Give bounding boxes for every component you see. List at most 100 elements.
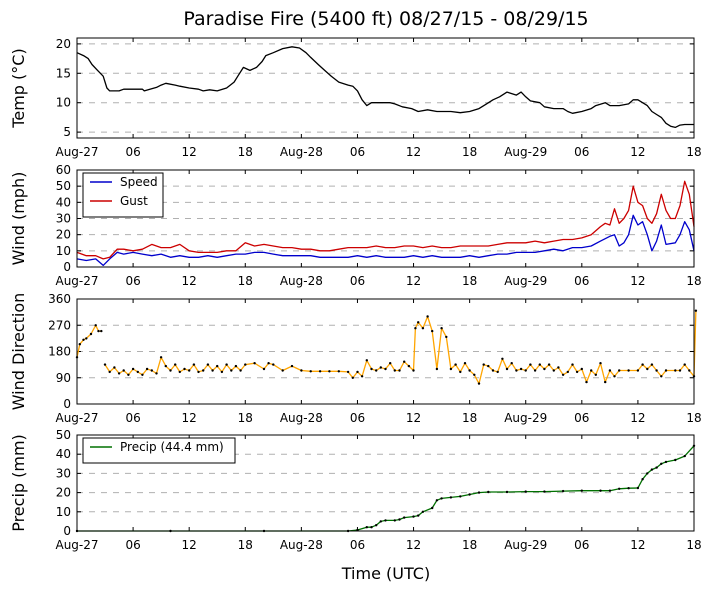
data-point [613,375,616,378]
data-point [650,468,654,471]
x-tick-label: 18 [462,145,477,159]
x-tick-label: 12 [182,145,197,159]
y-tick-label: 60 [56,163,71,177]
data-point [519,367,523,371]
data-point [463,362,467,365]
data-point [426,315,429,318]
x-tick-label: Aug-29 [504,145,547,159]
x-tick-label: 18 [686,411,701,425]
legend-label: Gust [120,194,148,208]
data-point [85,337,88,340]
x-tick-label: Aug-27 [55,274,98,288]
x-tick-label: 12 [182,538,197,552]
y-tick-label: 0 [63,397,71,411]
chart-title: Paradise Fire (5400 ft) 08/27/15 - 08/29… [183,8,588,30]
x-tick-label: 12 [630,274,645,288]
data-point [262,367,266,371]
data-point [660,375,663,378]
data-point [501,357,504,360]
data-point [113,366,116,369]
data-point [300,369,303,372]
data-point [459,495,462,498]
x-tick-label: 06 [350,411,365,425]
x-tick-label: 18 [238,538,253,552]
data-point [627,369,630,372]
data-point [417,514,420,517]
x-tick-label: Aug-29 [504,411,547,425]
data-point [351,376,354,379]
data-point [414,327,417,330]
data-point [407,364,411,368]
x-tick-label: 12 [630,145,645,159]
x-tick-label: 18 [686,274,701,288]
data-point [178,370,181,374]
x-tick-label: 12 [406,538,421,552]
data-point [164,364,167,368]
data-point [393,369,396,372]
panels: 5 10 15 20 Aug-27 06 12 18 Aug-28 06 12 18 Aug-29 06 1… [9,37,702,552]
data-point [487,490,490,494]
data-point [346,370,350,374]
axes-frame [76,434,695,532]
series-line-temp [76,46,694,129]
y-tick-label: 10 [56,244,71,258]
x-tick-label: 06 [125,411,140,425]
data-point [155,372,158,375]
data-point [435,499,439,502]
data-point [580,367,583,371]
x-tick-label: 18 [238,274,253,288]
data-point [122,369,125,372]
axes-frame [76,37,695,139]
x-tick-label: 06 [574,145,589,159]
data-point [561,373,565,376]
x-tick-label: 18 [462,411,477,425]
data-point [561,489,565,493]
data-point [89,332,93,336]
x-tick-label: Aug-29 [504,538,547,552]
data-point [100,329,103,333]
data-point [398,518,401,521]
data-point [646,472,649,475]
data-point [379,520,382,523]
data-point [445,335,448,339]
y-axis-label: Temp (°C) [9,48,28,128]
y-tick-label: 0 [63,260,71,274]
data-point [431,506,434,510]
data-point [510,362,513,365]
panel-wind: 0 10 20 30 40 50 60 Aug-27 06 12 18 Aug-28 06 12 18 Aug… [9,163,702,288]
x-tick-label: 12 [630,538,645,552]
y-tick-label: 20 [56,37,71,51]
y-tick-label: 15 [56,66,71,80]
y-tick-label: 20 [56,228,71,242]
series-line-gust [76,180,695,260]
data-point [318,370,322,373]
data-point [524,369,527,372]
data-point [491,369,495,372]
data-point [660,462,663,465]
x-tick-label: 12 [406,411,421,425]
data-point [136,370,139,374]
y-tick-label: 270 [48,318,71,332]
data-point [192,363,196,366]
data-point [449,496,453,499]
x-tick-label: 06 [350,145,365,159]
data-point [421,510,425,513]
data-point [487,364,490,368]
data-point [674,369,677,372]
x-tick-label: 18 [686,145,701,159]
x-tick-label: 06 [574,538,589,552]
x-tick-label: Aug-28 [280,411,323,425]
data-point [590,369,593,372]
x-tick-label: Aug-28 [280,274,323,288]
data-point [435,367,439,371]
data-point [664,460,668,464]
data-point [477,491,481,494]
data-point [566,370,569,374]
x-tick-label: 06 [125,145,140,159]
data-point [482,363,485,366]
y-tick-label: 180 [48,345,71,359]
data-point [239,369,242,372]
data-point [206,363,210,366]
data-point [234,364,238,368]
